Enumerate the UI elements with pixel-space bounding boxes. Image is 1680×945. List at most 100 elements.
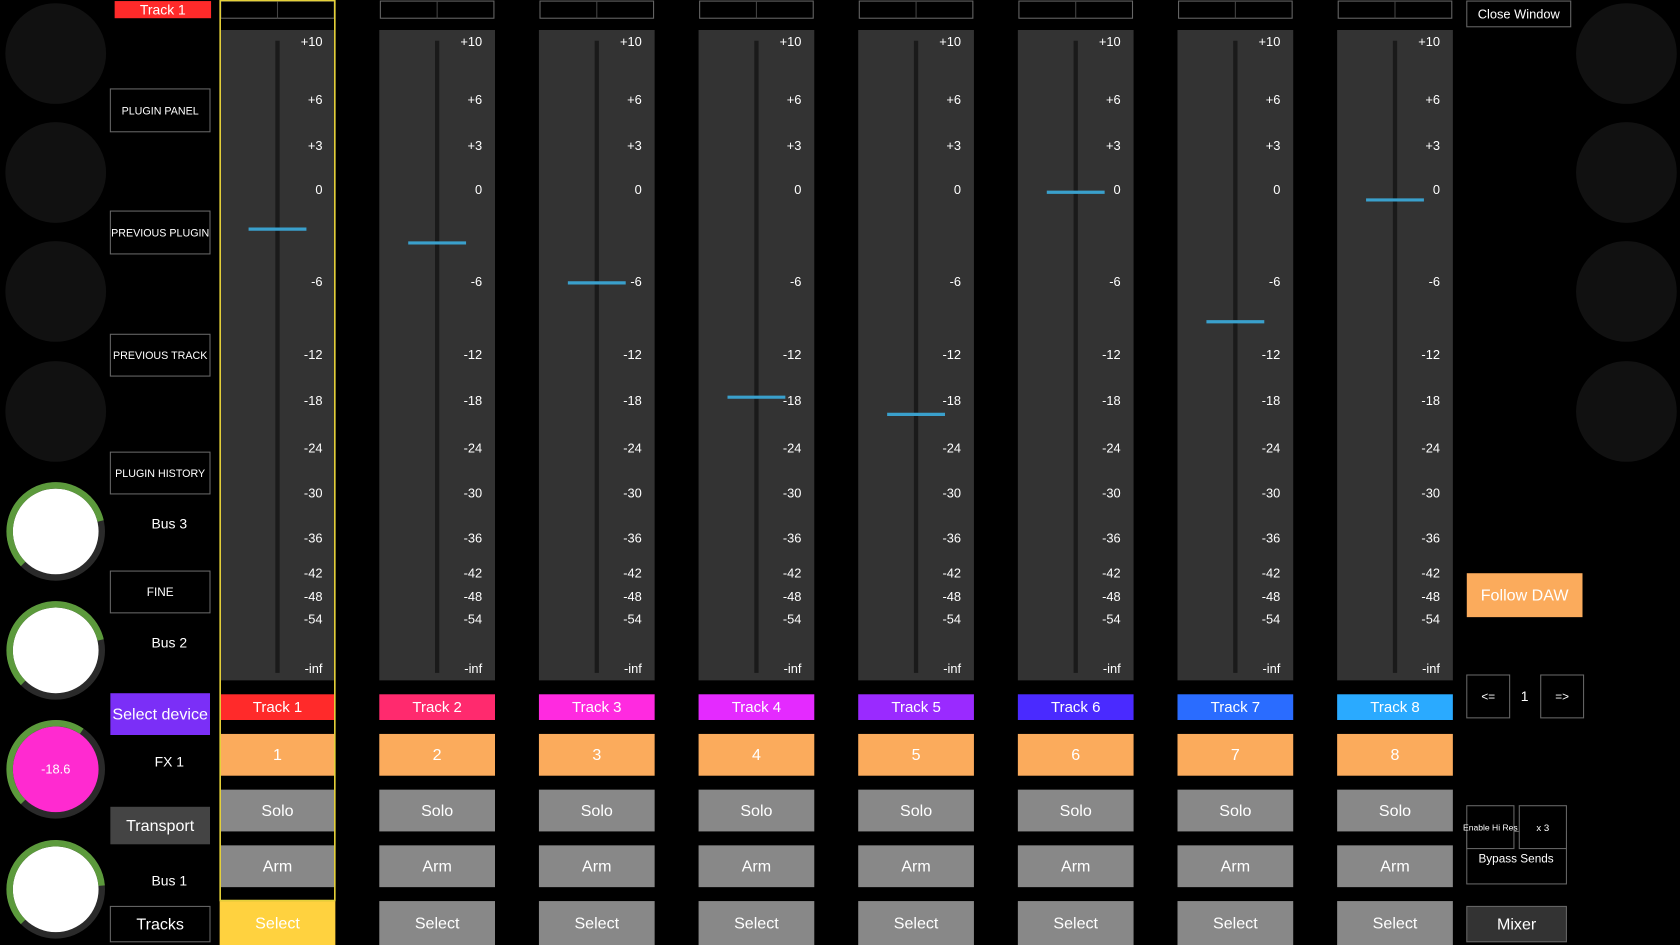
left-button[interactable]: [109, 88, 211, 133]
select-button-label: Select: [734, 914, 779, 932]
knob-arc: [6, 482, 104, 567]
solo-button-label: Solo: [1379, 802, 1411, 820]
arm-button[interactable]: [698, 845, 815, 888]
solo-button-label: Solo: [421, 802, 453, 820]
scale-label: -18: [1421, 393, 1440, 408]
solo-button[interactable]: [379, 789, 495, 832]
scale-label: -48: [1421, 589, 1440, 604]
track-number[interactable]: [379, 733, 495, 776]
solo-button[interactable]: [538, 789, 655, 832]
scale-label: -6: [471, 274, 482, 289]
scale-label: -12: [1102, 347, 1121, 362]
track-number-label: 4: [752, 746, 761, 764]
knob-label: Bus 1: [152, 872, 188, 888]
track-name-label: Track 6: [1051, 699, 1100, 716]
track-name[interactable]: [1337, 694, 1453, 720]
left-button[interactable]: [109, 451, 211, 495]
track-name[interactable]: [698, 694, 815, 720]
select-button[interactable]: [1337, 901, 1453, 945]
scale-label: -inf: [784, 661, 802, 676]
left-button[interactable]: [110, 806, 210, 845]
selected-track[interactable]: [114, 1, 212, 19]
arm-button-label: Arm: [901, 858, 930, 876]
selected-track-label: Track 1: [140, 1, 186, 17]
solo-button[interactable]: [219, 789, 336, 832]
multiplier[interactable]: [1518, 805, 1567, 850]
empty-knob: [1576, 241, 1677, 342]
close-window-label: Close Window: [1478, 6, 1561, 21]
track-number[interactable]: [538, 733, 655, 776]
select-button[interactable]: [219, 901, 336, 945]
multiplier-label: x 3: [1536, 823, 1549, 834]
arm-button[interactable]: [379, 845, 495, 888]
arm-button[interactable]: [1017, 845, 1134, 888]
track-number[interactable]: [698, 733, 815, 776]
select-button-label: Select: [1213, 914, 1258, 932]
next-page[interactable]: [1540, 674, 1585, 719]
select-button[interactable]: [858, 901, 974, 945]
track-number[interactable]: [1177, 733, 1294, 776]
scale-label: -48: [1262, 589, 1281, 604]
follow-daw[interactable]: [1466, 573, 1583, 618]
solo-button[interactable]: [1017, 789, 1134, 832]
scale-label: -48: [1102, 589, 1121, 604]
track-number-label: 7: [1231, 746, 1240, 764]
scale-label: -24: [304, 440, 323, 455]
scale-label: -12: [623, 347, 642, 362]
select-button[interactable]: [1177, 901, 1294, 945]
scale-label: -36: [304, 530, 323, 545]
left-button[interactable]: [110, 693, 210, 735]
select-button[interactable]: [379, 901, 495, 945]
scale-label: +3: [467, 138, 482, 153]
track-name[interactable]: [219, 694, 336, 720]
select-button[interactable]: [698, 901, 815, 945]
left-button-label: Tracks: [136, 915, 184, 933]
arm-button[interactable]: [858, 845, 974, 888]
left-button[interactable]: [109, 570, 211, 614]
solo-button[interactable]: [1337, 789, 1453, 832]
scale-label: -48: [464, 589, 483, 604]
select-button-label: Select: [415, 914, 460, 932]
track-name-label: Track 8: [1370, 699, 1419, 716]
left-button[interactable]: [109, 210, 211, 255]
solo-button[interactable]: [858, 789, 974, 832]
prev-page[interactable]: [1466, 674, 1511, 719]
track-number[interactable]: [219, 733, 336, 776]
track-number[interactable]: [1337, 733, 1453, 776]
scale-label: +6: [627, 92, 642, 107]
scale-label: -42: [942, 566, 961, 581]
scale-label: 0: [794, 182, 801, 197]
track-name[interactable]: [858, 694, 974, 720]
select-button[interactable]: [1017, 901, 1134, 945]
solo-button[interactable]: [1177, 789, 1294, 832]
select-button[interactable]: [538, 901, 655, 945]
track-name[interactable]: [379, 694, 495, 720]
left-button[interactable]: [109, 905, 211, 943]
scale-label: -54: [783, 612, 802, 627]
track-number[interactable]: [1017, 733, 1134, 776]
arm-button[interactable]: [1337, 845, 1453, 888]
next-page-label: =>: [1555, 691, 1569, 704]
solo-button[interactable]: [698, 789, 815, 832]
arm-button[interactable]: [1177, 845, 1294, 888]
left-button[interactable]: [109, 333, 211, 377]
mixer[interactable]: [1466, 905, 1567, 943]
scale-label: -24: [783, 440, 802, 455]
scale-label: -18: [464, 393, 483, 408]
scale-label: -48: [783, 589, 802, 604]
scale-label: 0: [954, 182, 961, 197]
track-name-label: Track 5: [891, 699, 940, 716]
enable-hires[interactable]: [1466, 805, 1515, 850]
knob-face: [12, 607, 99, 694]
selected-outline: [219, 0, 336, 902]
track-name[interactable]: [1177, 694, 1294, 720]
close-window[interactable]: [1466, 0, 1572, 28]
arm-button[interactable]: [219, 845, 336, 888]
arm-button[interactable]: [538, 845, 655, 888]
empty-knob: [5, 122, 107, 223]
track-number[interactable]: [858, 733, 974, 776]
empty-knob: [1576, 122, 1677, 223]
track-name[interactable]: [538, 694, 655, 720]
scale-label: -30: [783, 485, 802, 500]
track-name[interactable]: [1017, 694, 1134, 720]
